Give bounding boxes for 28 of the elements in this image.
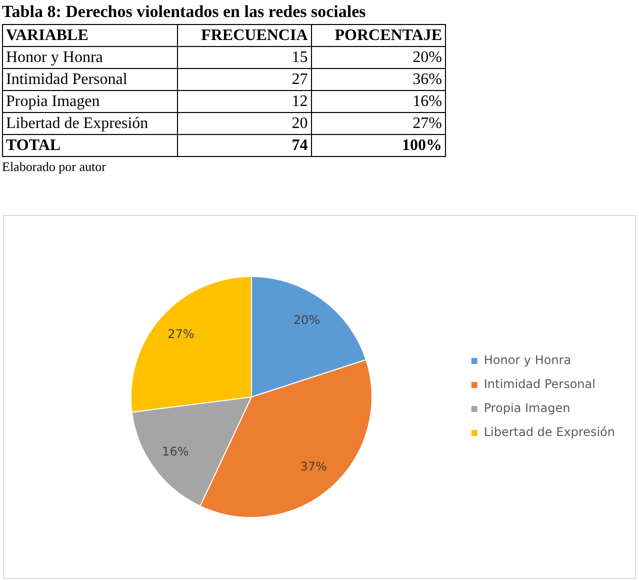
text: Tabla 8: Derechos violentados en las redes sociales bbox=[2, 2, 367, 22]
text: 74 bbox=[292, 137, 308, 154]
data-label: 27% bbox=[168, 326, 194, 341]
legend-label: Propia Imagen bbox=[484, 401, 570, 416]
category-label: VARIABLE bbox=[2, 24, 178, 46]
category-label: Propia Imagen bbox=[6, 93, 100, 110]
category-label: Libertad de Expresión bbox=[6, 115, 148, 132]
text: 15 bbox=[292, 49, 308, 66]
legend-label: Intimidad Personal bbox=[484, 377, 596, 392]
legend-label: Honor y Honra bbox=[484, 353, 572, 368]
data-label: 37% bbox=[300, 460, 327, 474]
data-label: 20% bbox=[293, 313, 320, 328]
text: 27 bbox=[292, 71, 308, 88]
text: Elaborado por autor bbox=[2, 159, 107, 175]
category-label: Intimidad Personal bbox=[6, 71, 128, 88]
legend-label: Libertad de Expresión bbox=[484, 425, 616, 440]
category-label: TOTAL bbox=[6, 137, 61, 154]
text: 100% bbox=[402, 137, 442, 154]
category-label: Honor y Honra bbox=[6, 49, 103, 66]
category-label: PORCENTAJE bbox=[311, 24, 446, 46]
text: 12 bbox=[292, 93, 308, 110]
text: 16% bbox=[412, 93, 442, 110]
text: 36% bbox=[412, 71, 442, 88]
category-label: FRECUENCIA bbox=[178, 24, 312, 46]
text: 27% bbox=[412, 115, 442, 132]
text: 20 bbox=[292, 115, 308, 132]
data-label: 16% bbox=[162, 444, 189, 458]
text: 20% bbox=[412, 49, 442, 66]
